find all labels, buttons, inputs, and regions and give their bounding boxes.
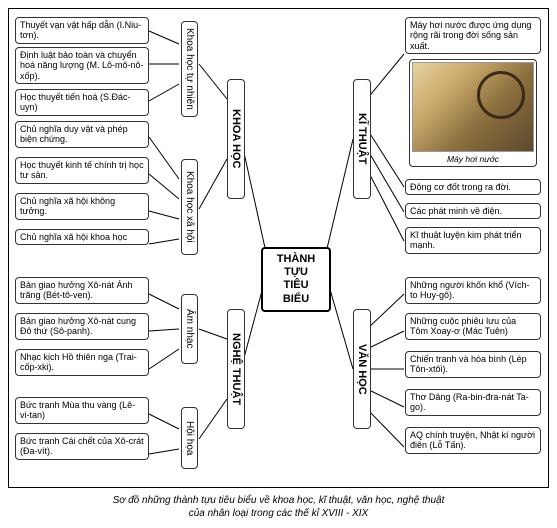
branch-vanhoc: VĂN HỌC <box>353 309 371 429</box>
leaf-l3: Học thuyết tiến hoá (S.Đác-uyn) <box>15 89 149 116</box>
mindmap-diagram: THÀNH TỰUTIÊU BIỂU KHOA HỌC NGHỆ THUẬT K… <box>8 8 549 488</box>
leaf-r4: Kĩ thuật luyện kim phát triển mạnh. <box>405 227 541 254</box>
leaf-r7: Chiến tranh và hòa bình (Lép Tôn-xtôi). <box>405 351 541 378</box>
leaf-l9: Bản giao hưởng Xô-nát cung Đô thứ (Sô-pa… <box>15 313 149 340</box>
leaf-l10: Nhạc kịch Hồ thiên nga (Trai-cốp-xki). <box>15 349 149 376</box>
leaf-r9: AQ chính truyện, Nhật kí người điên (Lỗ … <box>405 427 541 454</box>
leaf-r2: Động cơ đốt trong ra đời. <box>405 179 541 195</box>
sub-hoihoa: Hội họa <box>181 407 198 469</box>
leaf-l6: Chủ nghĩa xã hội không tưởng. <box>15 193 149 220</box>
leaf-l2: Định luật bảo toàn và chuyển hoá năng lư… <box>15 47 149 84</box>
leaf-l7: Chủ nghĩa xã hội khoa học <box>15 229 149 245</box>
diagram-caption: Sơ đồ những thành tựu tiêu biểu về khoa … <box>8 494 549 520</box>
leaf-r1: Máy hơi nước được ứng dụng rộng rãi tron… <box>405 17 541 54</box>
leaf-r5: Những người khốn khổ (Vích-to Huy-gô). <box>405 277 541 304</box>
branch-kithuat: KĨ THUẬT <box>353 79 371 199</box>
leaf-r8: Thơ Dâng (Ra-bin-đra-nát Ta-go). <box>405 389 541 416</box>
leaf-r3: Các phát minh về điện. <box>405 203 541 219</box>
branch-khoahoc: KHOA HỌC <box>227 79 245 199</box>
leaf-r6: Những cuộc phiêu lưu của Tôm Xoay-ơ (Mác… <box>405 313 541 340</box>
leaf-l1: Thuyết vạn vật hấp dẫn (I.Niu-tơn). <box>15 17 149 44</box>
sub-amnhac: Âm nhạc <box>181 294 198 364</box>
sub-xahoi: Khoa học xã hội <box>181 159 198 255</box>
leaf-l8: Bản giao hưởng Xô-nát Ánh trăng (Bét-tô-… <box>15 277 149 304</box>
leaf-l4: Chủ nghĩa duy vật và phép biện chứng. <box>15 121 149 148</box>
steam-engine-image <box>412 62 534 152</box>
sub-tunhien: Khoa học tự nhiên <box>181 21 198 117</box>
center-node: THÀNH TỰUTIÊU BIỂU <box>261 247 331 312</box>
leaf-l5: Học thuyết kinh tế chính trị học tư sản. <box>15 157 149 184</box>
branch-nghethuat: NGHỆ THUẬT <box>227 309 245 429</box>
steam-engine-caption: Máy hơi nước <box>412 154 534 164</box>
leaf-l12: Bức tranh Cái chết của Xô-crát (Đa-vít). <box>15 433 149 460</box>
leaf-l11: Bức tranh Mùa thu vàng (Lê-vi-tan) <box>15 397 149 424</box>
steam-engine-image-box: Máy hơi nước <box>409 59 537 167</box>
